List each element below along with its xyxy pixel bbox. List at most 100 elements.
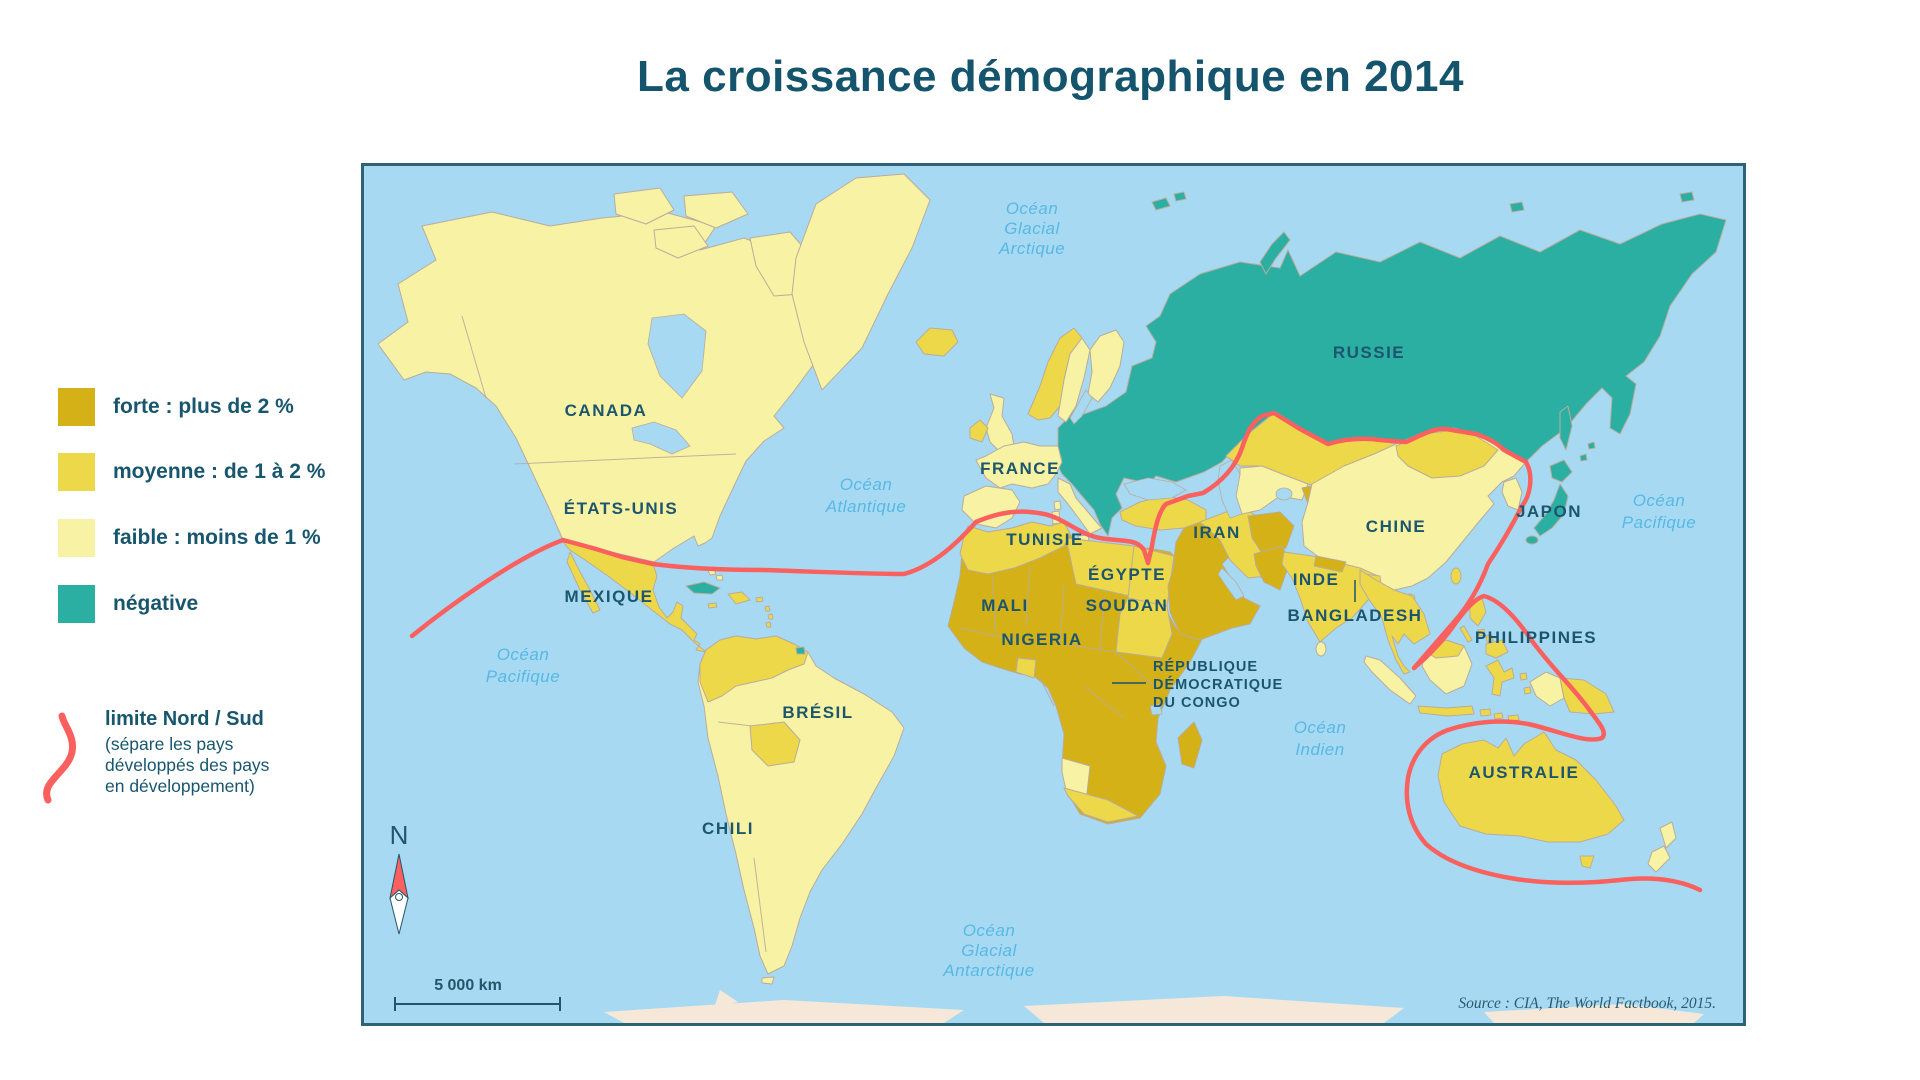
svg-text:Arctique: Arctique [998,239,1065,258]
scandinavia [1027,327,1125,425]
sweden [1057,337,1091,423]
label-egypte: ÉGYPTE [1088,565,1166,584]
world-map: Océan Glacial Arctique Océan Atlantique … [361,163,1746,1026]
label-bangladesh: BANGLADESH [1288,606,1423,625]
legend-limit-description: (sépare les pays développés des pays en … [105,734,269,797]
label-ocean-antarctique: Océan [963,921,1016,940]
australia [1437,731,1625,843]
hudson-bay [647,313,707,399]
sumatra [1363,655,1417,705]
legend-label-forte: forte : plus de 2 % [113,395,294,418]
legend-item-faible: faible : moins de 1 % [58,519,321,557]
asia [1281,427,1573,675]
label-tunisie: TUNISIE [1006,530,1084,549]
scale-bar: 5 000 km [394,977,561,1011]
oceania [1363,597,1677,873]
italy [1057,477,1103,535]
great-lakes [631,421,691,455]
south-africa [1063,787,1139,823]
svg-text:Antarctique: Antarctique [942,961,1035,980]
finland [1087,329,1125,403]
pakistan [1253,545,1291,591]
legend-label-moyenne: moyenne : de 1 à 2 % [113,460,326,483]
french-guiana [795,646,806,655]
label-chine: CHINE [1366,517,1426,536]
middle-east [1119,495,1295,641]
legend-limit-desc-2: développés des pays [105,755,270,775]
black-sea [1123,477,1187,501]
label-ocean-arctique: Océan [1006,199,1059,218]
page-title: La croissance démographique en 2014 [637,52,1464,101]
svg-text:Glacial: Glacial [961,941,1017,960]
south-america [697,635,905,985]
tasmania [1579,855,1595,869]
label-soudan: SOUDAN [1086,596,1169,615]
compass-north-label: N [390,820,409,850]
sulawesi [1485,659,1515,697]
africa [947,521,1209,825]
legend-limit-title: limite Nord / Sud [105,708,264,730]
madagascar [1177,721,1203,769]
legend-label-negative: négative [113,592,199,615]
iberia [961,485,1021,529]
sri-lanka [1315,641,1327,657]
eurasia-negative-block [1055,191,1727,537]
label-ocean-pacifique-est: Océan [1633,491,1686,510]
label-mali: MALI [981,596,1029,615]
aral-sea [1275,487,1293,501]
maghreb [959,521,1071,575]
ireland [969,419,989,443]
label-inde: INDE [1293,570,1340,589]
north-south-line-sample [43,712,76,804]
new-zealand [1647,821,1677,873]
label-australie: AUSTRALIE [1469,763,1580,782]
label-canada: CANADA [565,401,648,420]
legend-label-faible: faible : moins de 1 % [113,526,321,549]
legend-item-negative: négative [58,585,198,623]
label-ocean-pacifique-ouest: Océan [497,645,550,664]
western-europe [915,327,1103,543]
label-ocean-atlantique: Océan [840,475,893,494]
country-labels: CANADA ÉTATS-UNIS MEXIQUE BRÉSIL CHILI F… [564,343,1597,838]
mongolia [1395,429,1499,479]
svg-text:Pacifique: Pacifique [1622,513,1696,532]
legend-limit-desc-1: (sépare les pays [105,734,234,754]
ghana [1015,657,1037,679]
svg-text:Pacifique: Pacifique [486,667,560,686]
france [975,441,1063,489]
united-kingdom [985,393,1015,453]
label-iran: IRAN [1193,523,1241,542]
label-japon: JAPON [1516,502,1582,521]
bolivia [749,721,801,767]
cuba [685,581,721,595]
taiwan [1450,567,1462,585]
philippines-islands [1459,597,1509,659]
label-philippines: PHILIPPINES [1475,628,1597,647]
source-credit: Source : CIA, The World Factbook, 2015. [1458,995,1716,1012]
svg-text:Atlantique: Atlantique [825,497,907,516]
label-etats-unis: ÉTATS-UNIS [564,499,678,518]
north-america [377,173,931,563]
label-chili: CHILI [702,819,754,838]
svg-text:DÉMOCRATIQUE: DÉMOCRATIQUE [1153,676,1283,693]
sakhalin [1559,405,1573,451]
indochina [1359,569,1431,675]
label-russie: RUSSIE [1333,343,1405,362]
label-nigeria: NIGERIA [1001,630,1082,649]
legend-limit-desc-3: en développement) [105,776,255,796]
scale-label: 5 000 km [434,977,502,994]
afghanistan [1247,511,1295,557]
nepal [1313,555,1347,573]
ocean-labels: Océan Glacial Arctique Océan Atlantique … [486,199,1696,980]
greenland [791,173,931,391]
label-bresil: BRÉSIL [782,703,853,722]
svg-text:Glacial: Glacial [1004,219,1060,238]
swatch-faible [58,519,95,557]
antarctica [604,990,1704,1023]
legend-item-forte: forte : plus de 2 % [58,388,294,426]
swatch-moyenne [58,453,95,491]
north-south-limit-line [409,410,1703,893]
central-america [562,541,774,653]
java [1417,705,1475,717]
label-rdc: RÉPUBLIQUE [1153,658,1258,675]
